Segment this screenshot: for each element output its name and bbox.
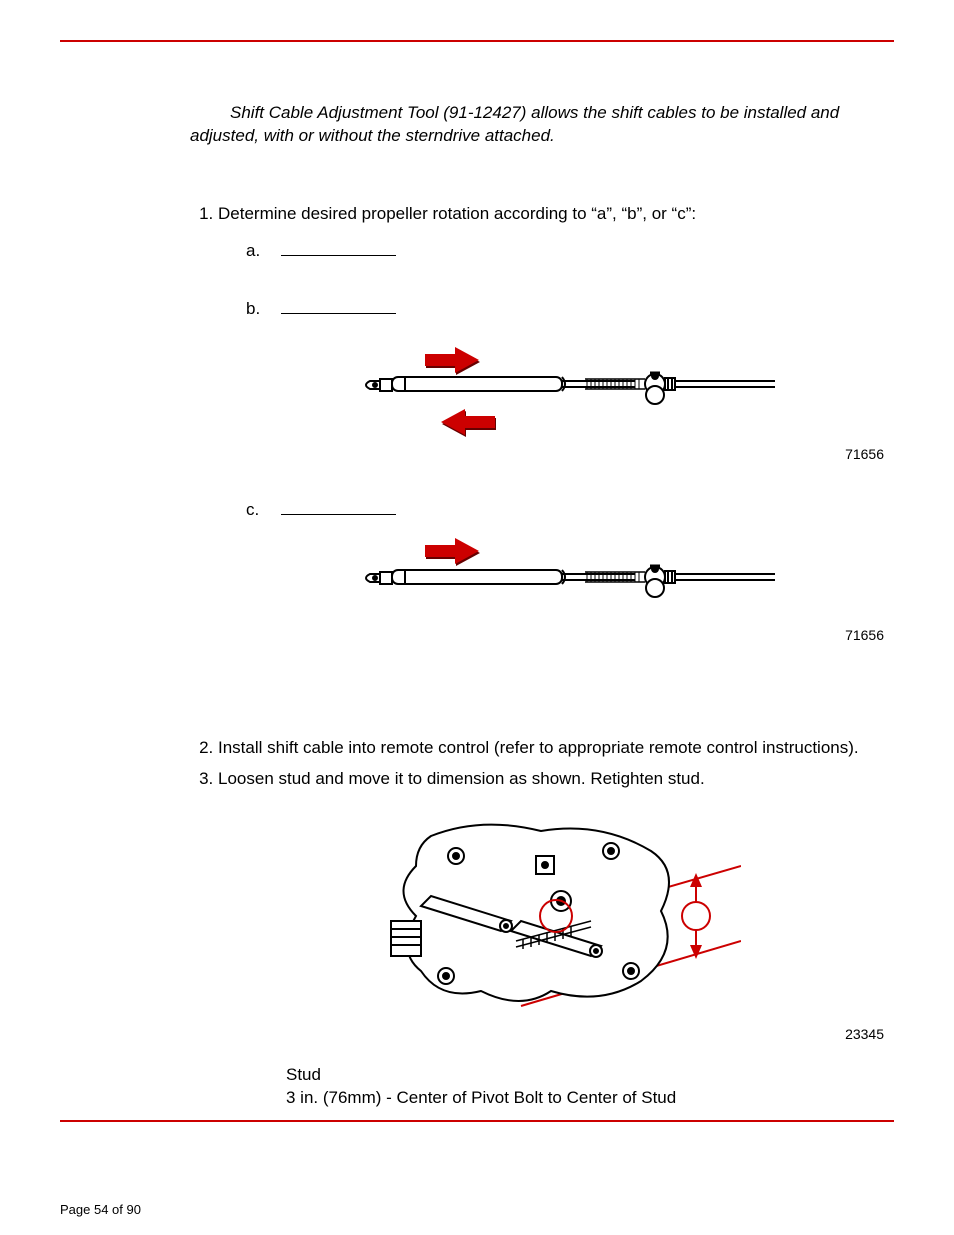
step-2-text: Install shift cable into remote control … xyxy=(218,738,859,757)
intro-italic: Shift Cable Adjustment Tool (91-12427) a… xyxy=(190,103,839,145)
sub-b-label: b. xyxy=(246,298,268,321)
step-1-b: b. xyxy=(246,298,884,464)
cable-one-arrow-figure xyxy=(355,532,775,622)
sub-c-blank xyxy=(281,514,396,515)
sub-c-label: c. xyxy=(246,499,268,522)
sub-b-blank xyxy=(281,313,396,314)
step-1: Determine desired propeller rotation acc… xyxy=(218,203,884,730)
page-footer: Page 54 of 90 xyxy=(60,1202,141,1217)
cable-two-arrows-figure xyxy=(355,331,775,441)
content-area: Shift Cable Adjustment Tool (91-12427) a… xyxy=(60,102,894,1110)
step-3: Loosen stud and move it to dimension as … xyxy=(218,768,884,1110)
figure-b-id: 71656 xyxy=(246,445,884,464)
caption-line-2: 3 in. (76mm) - Center of Pivot Bolt to C… xyxy=(286,1087,884,1110)
step-1-c: c. xyxy=(246,499,884,645)
step-list: Determine desired propeller rotation acc… xyxy=(190,203,884,1110)
figure-c-wrap: 71656 xyxy=(246,532,884,645)
step-1-text: Determine desired propeller rotation acc… xyxy=(218,204,696,223)
intro-paragraph: Shift Cable Adjustment Tool (91-12427) a… xyxy=(190,102,884,148)
step-1-a: a. xyxy=(246,240,884,263)
step-2: Install shift cable into remote control … xyxy=(218,737,884,760)
top-rule xyxy=(60,40,894,42)
sub-a-blank xyxy=(281,255,396,256)
figure-3-id: 23345 xyxy=(218,1025,884,1044)
bottom-rule xyxy=(60,1120,894,1122)
figure-3-wrap: 23345 xyxy=(218,801,884,1044)
caption-line-1: Stud xyxy=(286,1064,884,1087)
sub-a-label: a. xyxy=(246,240,268,263)
figure-3-caption: Stud 3 in. (76mm) - Center of Pivot Bolt… xyxy=(218,1064,884,1110)
step-3-text: Loosen stud and move it to dimension as … xyxy=(218,769,705,788)
step-1-sublist: a. b. xyxy=(218,240,884,645)
shift-plate-figure xyxy=(361,801,741,1021)
page: Shift Cable Adjustment Tool (91-12427) a… xyxy=(0,0,954,1235)
figure-c-id: 71656 xyxy=(246,626,884,645)
figure-b-wrap: 71656 xyxy=(246,331,884,464)
